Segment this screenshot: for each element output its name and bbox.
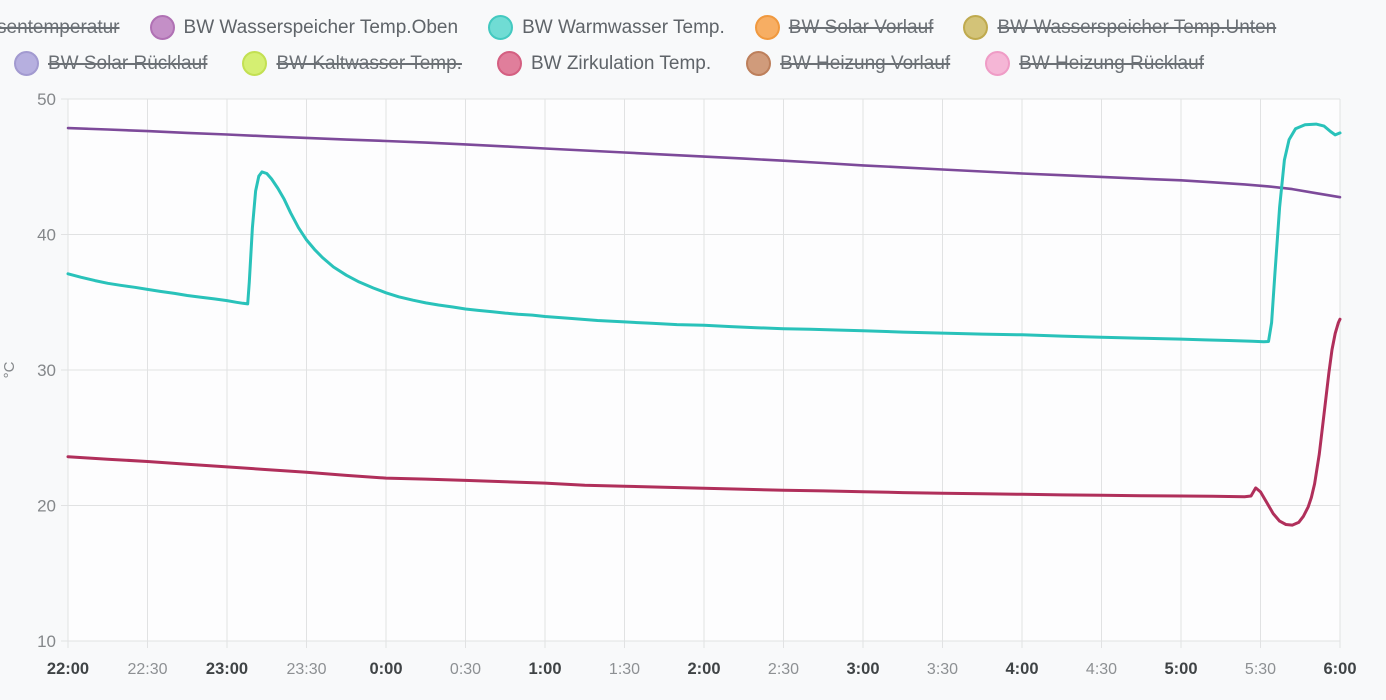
legend-color-dot bbox=[985, 50, 1011, 76]
legend-color-dot bbox=[14, 50, 39, 76]
y-axis-tick-label: 30 bbox=[37, 361, 56, 380]
chart-canvas[interactable]: 50 40 30 20 10 22:00 22:30 23:00 23:30 0:00 0:30 1:… bbox=[0, 84, 1386, 700]
y-axis-tick-label: 10 bbox=[37, 632, 56, 651]
temperature-history-chart[interactable]: 50 40 30 20 10 22:00 22:30 23:00 23:30 0:00 0:30 1:… bbox=[0, 84, 1386, 700]
x-axis-tick-label: 4:30 bbox=[1086, 661, 1117, 678]
legend-item-bw-kaltwasser-temp[interactable]: BW Kaltwasser Temp. bbox=[242, 50, 462, 76]
x-axis-tick-label: 22:00 bbox=[47, 660, 89, 678]
chart-legend: sentemperatur BW Wasserspeicher Temp.Oben… bbox=[0, 0, 1386, 84]
x-axis-tick-label: 5:00 bbox=[1164, 660, 1197, 678]
y-axis-tick-label: 20 bbox=[37, 497, 56, 516]
legend-color-dot bbox=[242, 50, 268, 76]
x-axis-tick-label: 23:00 bbox=[206, 660, 248, 678]
legend-item-label: BW Solar Rücklauf bbox=[48, 52, 208, 74]
legend-item-label: BW Zirkulation Temp. bbox=[530, 52, 712, 74]
legend-item-label: BW Heizung Rücklauf bbox=[1019, 52, 1204, 74]
x-axis-tick-label: 0:00 bbox=[369, 660, 402, 678]
legend-item-label: BW Wasserspeicher Temp.Unten bbox=[997, 16, 1277, 38]
y-axis-unit-label: °C bbox=[1, 361, 18, 378]
x-axis-tick-label: 3:00 bbox=[846, 660, 879, 678]
legend-item-label: BW Heizung Vorlauf bbox=[780, 52, 951, 74]
legend-item-label: BW Kaltwasser Temp. bbox=[276, 52, 462, 74]
legend-item-bw-heizung-vorlauf[interactable]: BW Heizung Vorlauf bbox=[746, 50, 951, 76]
x-axis-tick-label: 1:00 bbox=[528, 660, 561, 678]
legend-color-dot bbox=[149, 14, 175, 40]
legend-item-bw-wasserspeicher-temp-oben[interactable]: BW Wasserspeicher Temp.Oben bbox=[149, 14, 459, 40]
series-line-bw-zirkulation-temp bbox=[66, 317, 1342, 527]
legend-item-sentemperatur[interactable]: sentemperatur bbox=[0, 18, 120, 37]
legend-item-bw-zirkulation-temp[interactable]: BW Zirkulation Temp. bbox=[496, 50, 712, 76]
x-axis-tick-label: 23:30 bbox=[286, 661, 326, 678]
legend-color-dot bbox=[496, 50, 522, 76]
x-axis-tick-label: 6:00 bbox=[1323, 660, 1356, 678]
x-axis-tick-label: 2:30 bbox=[768, 661, 799, 678]
legend-item-label: BW Solar Vorlauf bbox=[788, 16, 934, 38]
legend-color-dot bbox=[488, 14, 514, 40]
legend-color-dot bbox=[746, 50, 772, 76]
x-axis-tick-label: 0:30 bbox=[450, 661, 481, 678]
legend-row-2: BW Solar Rücklauf BW Kaltwasser Temp. BW Z… bbox=[0, 45, 1386, 81]
x-axis-tick-label: 2:00 bbox=[687, 660, 720, 678]
legend-item-bw-warmwasser-temp[interactable]: BW Warmwasser Temp. bbox=[488, 14, 725, 40]
x-axis-tick-label: 5:30 bbox=[1245, 661, 1276, 678]
series-line-bw-wasserspeicher-temp-oben bbox=[66, 126, 1342, 199]
legend-item-bw-wasserspeicher-temp-unten[interactable]: BW Wasserspeicher Temp.Unten bbox=[963, 14, 1277, 40]
x-axis-tick-label: 22:30 bbox=[127, 661, 167, 678]
legend-item-bw-solar-vorlauf[interactable]: BW Solar Vorlauf bbox=[754, 14, 934, 40]
series-line-bw-warmwasser-temp bbox=[66, 122, 1342, 344]
x-axis-tick-label: 3:30 bbox=[927, 661, 958, 678]
y-axis-tick-label: 40 bbox=[37, 226, 56, 245]
legend-row-1: sentemperatur BW Wasserspeicher Temp.Oben… bbox=[0, 9, 1386, 45]
legend-item-bw-heizung-r-cklauf[interactable]: BW Heizung Rücklauf bbox=[985, 50, 1204, 76]
y-axis-tick-label: 50 bbox=[37, 90, 56, 109]
legend-item-label: BW Warmwasser Temp. bbox=[522, 16, 725, 38]
legend-color-dot bbox=[963, 14, 989, 40]
legend-item-label: BW Wasserspeicher Temp.Oben bbox=[183, 16, 459, 38]
legend-item-bw-solar-r-cklauf[interactable]: BW Solar Rücklauf bbox=[14, 50, 208, 76]
x-axis-tick-label: 4:00 bbox=[1005, 660, 1038, 678]
x-axis-tick-label: 1:30 bbox=[609, 661, 640, 678]
legend-item-label: sentemperatur bbox=[0, 16, 120, 38]
legend-color-dot bbox=[754, 14, 780, 40]
